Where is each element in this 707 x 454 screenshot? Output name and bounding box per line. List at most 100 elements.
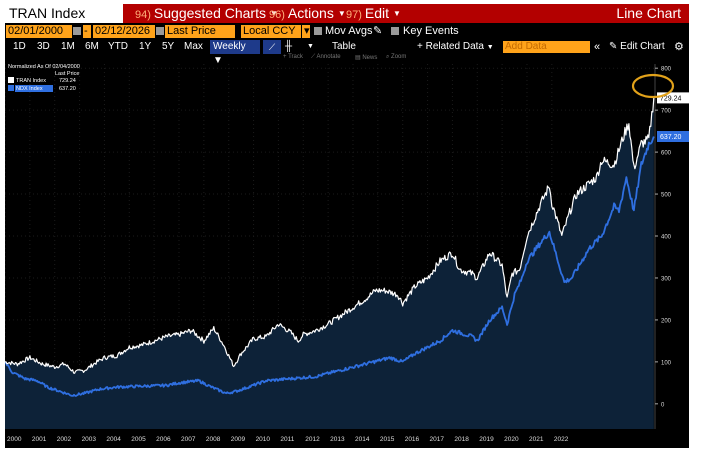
legend-name-tran: TRAN Index bbox=[16, 78, 46, 84]
x-tick-label: 2005 bbox=[131, 436, 146, 443]
x-tick-label: 2010 bbox=[256, 436, 271, 443]
edit-chart-label: Edit Chart bbox=[620, 41, 665, 52]
legend-value-tran: 729.24 bbox=[59, 78, 76, 84]
x-tick-label: 2022 bbox=[554, 436, 569, 443]
y-tick-label: 200 bbox=[661, 318, 672, 324]
period-ytd[interactable]: YTD bbox=[108, 41, 128, 52]
x-tick-label: 2001 bbox=[32, 436, 47, 443]
x-tick-label: 2007 bbox=[181, 436, 196, 443]
pencil-icon[interactable]: ✎ bbox=[373, 25, 383, 37]
x-tick-label: 2014 bbox=[355, 436, 370, 443]
x-tick-label: 2003 bbox=[82, 436, 97, 443]
title-bar: TRAN Index 94) Suggested Charts ▼ 96) Actio… bbox=[5, 4, 689, 23]
caret-down-icon[interactable]: ▾ bbox=[302, 25, 310, 38]
end-date-field[interactable]: 02/12/2026 bbox=[93, 25, 155, 38]
track-tool[interactable]: + Track bbox=[283, 54, 303, 60]
period-6m[interactable]: 6M bbox=[85, 41, 99, 52]
y-tick-label: 400 bbox=[661, 235, 672, 241]
x-tick-label: 2017 bbox=[430, 436, 445, 443]
related-data-label: + Related Data bbox=[417, 41, 484, 52]
ndx-series-line[interactable] bbox=[5, 136, 655, 397]
tran-last-value-flag: 729.24 bbox=[657, 92, 689, 104]
controls-row: 02/01/2000 - 02/12/2026 Last Price Local… bbox=[5, 24, 689, 39]
zoom-tool[interactable]: ⌕ Zoom bbox=[386, 54, 407, 60]
menu-label: Actions bbox=[287, 5, 334, 21]
legend-name-ndx: NDX Index bbox=[16, 86, 43, 92]
tran-series-line[interactable] bbox=[5, 97, 655, 374]
zoom-label: Zoom bbox=[391, 54, 407, 60]
x-tick-label: 2018 bbox=[454, 436, 469, 443]
mov-avgs-label[interactable]: Mov Avgs bbox=[325, 25, 373, 37]
collapse-icon[interactable]: « bbox=[594, 41, 601, 53]
mov-avgs-checkbox[interactable] bbox=[314, 27, 322, 35]
legend-column-header: Last Price bbox=[55, 71, 79, 77]
menu-label: Edit bbox=[364, 5, 390, 21]
y-tick-label: 0 bbox=[661, 402, 665, 408]
legend-normalized-note: Normalized As Of 02/04/2000 bbox=[8, 64, 80, 70]
edit-menu[interactable]: 97) Edit ▼ bbox=[346, 4, 401, 23]
gear-icon[interactable]: ⚙ bbox=[674, 41, 684, 53]
tran-area bbox=[5, 97, 654, 429]
annotate-tool[interactable]: ⟋ Annotate bbox=[311, 54, 341, 60]
tran-flag-box bbox=[657, 92, 689, 104]
x-tick-label: 2021 bbox=[529, 436, 544, 443]
period-3d[interactable]: 3D bbox=[37, 41, 50, 52]
x-tick-label: 2011 bbox=[280, 436, 294, 443]
period-5y[interactable]: 5Y bbox=[162, 41, 175, 52]
caret-down-icon[interactable]: ▼ bbox=[307, 43, 314, 50]
ndx-last-value-flag: 637.20 bbox=[657, 130, 689, 142]
legend-swatch-ndx bbox=[8, 85, 14, 91]
annotate-label: Annotate bbox=[316, 54, 341, 60]
calendar-icon[interactable] bbox=[156, 27, 164, 35]
calendar-icon[interactable] bbox=[73, 27, 81, 35]
suggested-charts-menu[interactable]: 94) Suggested Charts ▼ bbox=[135, 4, 278, 23]
x-tick-label: 2016 bbox=[405, 436, 420, 443]
add-data-input[interactable]: Add Data bbox=[503, 41, 590, 53]
menu-number: 96) bbox=[269, 9, 285, 21]
candle-chart-icon[interactable]: ╫ bbox=[285, 41, 293, 52]
security-symbol[interactable]: TRAN Index bbox=[5, 4, 123, 23]
menu-number: 97) bbox=[346, 9, 362, 21]
x-axis: 2000 2001 2002 2003 2004 2005 2006 2007 2008 2009… bbox=[7, 436, 569, 443]
y-axis: 0 100 200 300 400 500 600 700 800 bbox=[655, 67, 672, 408]
y-tick-label: 800 bbox=[661, 67, 672, 73]
period-1m[interactable]: 1M bbox=[61, 41, 75, 52]
key-events-checkbox[interactable] bbox=[391, 27, 399, 35]
period-row: 1D 3D 1M 6M YTD 1Y 5Y Max Weekly ▼ ⟋ ╫ ▼… bbox=[5, 40, 689, 66]
frequency-select[interactable]: Weekly ▼ bbox=[210, 40, 260, 66]
line-chart-icon[interactable]: ⟋ bbox=[263, 40, 281, 54]
related-data-button[interactable]: + Related Data ▼ bbox=[417, 40, 494, 55]
caret-down-icon: ▼ bbox=[337, 9, 346, 18]
x-tick-label: 2002 bbox=[57, 436, 72, 443]
period-1y[interactable]: 1Y bbox=[139, 41, 152, 52]
highlight-circle bbox=[631, 73, 675, 99]
ndx-flag-text: 637.20 bbox=[660, 134, 682, 141]
track-label: Track bbox=[288, 54, 303, 60]
x-tick-label: 2008 bbox=[206, 436, 221, 443]
field-select[interactable]: Last Price bbox=[165, 25, 235, 38]
key-events-label[interactable]: Key Events bbox=[403, 25, 459, 37]
period-max[interactable]: Max bbox=[184, 41, 203, 52]
y-tick-label: 700 bbox=[661, 109, 672, 115]
news-tool[interactable]: ▤ News bbox=[355, 55, 378, 61]
caret-down-icon: ▼ bbox=[393, 9, 401, 18]
edit-chart-button[interactable]: ✎ Edit Chart bbox=[609, 41, 665, 52]
legend-value-ndx: 637.20 bbox=[59, 86, 76, 92]
actions-menu[interactable]: 96) Actions ▼ bbox=[269, 4, 346, 23]
x-tick-label: 2013 bbox=[330, 436, 345, 443]
currency-select[interactable]: Local CCY bbox=[241, 25, 301, 38]
y-tick-label: 600 bbox=[661, 151, 672, 157]
x-tick-label: 2006 bbox=[156, 436, 171, 443]
period-1d[interactable]: 1D bbox=[13, 41, 26, 52]
date-separator: - bbox=[83, 25, 91, 38]
table-button[interactable]: Table bbox=[332, 41, 356, 52]
x-tick-label: 2020 bbox=[504, 436, 519, 443]
start-date-field[interactable]: 02/01/2000 bbox=[6, 25, 72, 38]
chart-type-label: Line Chart bbox=[616, 5, 681, 21]
x-tick-label: 2004 bbox=[106, 436, 121, 443]
chart-window: TRAN Index 94) Suggested Charts ▼ 96) Actio… bbox=[5, 4, 689, 448]
chart-tools: + Track ⟋ Annotate ▤ News ⌕ Zoom bbox=[5, 54, 689, 63]
caret-down-icon: ▼ bbox=[269, 9, 278, 18]
menu-label: Suggested Charts bbox=[153, 5, 266, 21]
